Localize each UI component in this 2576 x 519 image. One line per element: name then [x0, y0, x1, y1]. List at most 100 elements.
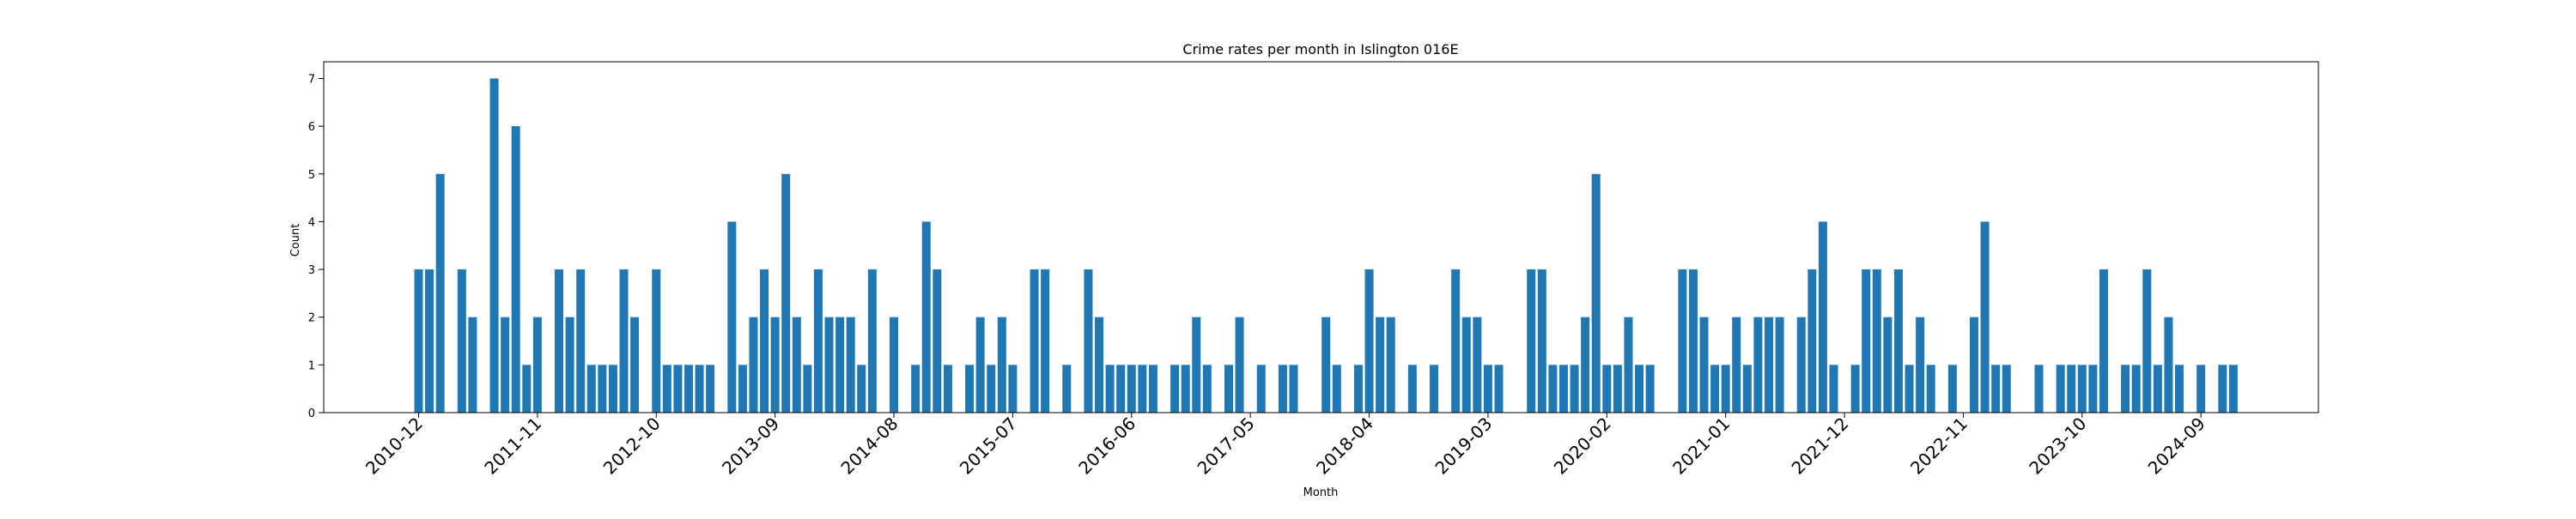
y-tick-label: 5 [308, 169, 315, 182]
bar [1202, 365, 1212, 413]
bar [414, 269, 423, 413]
bar [608, 365, 617, 413]
bar [425, 269, 434, 413]
bar [652, 269, 661, 413]
bar [1224, 365, 1233, 413]
x-tick-label: 2011-11 [480, 413, 545, 479]
x-tick-label: 2012-10 [599, 413, 665, 479]
bar [501, 317, 510, 413]
bar [1883, 317, 1893, 413]
bar [1570, 365, 1579, 413]
bar [1645, 365, 1655, 413]
bar [522, 365, 532, 413]
bar [2056, 365, 2065, 413]
bar [1613, 365, 1622, 413]
bar [1289, 365, 1298, 413]
bar [2164, 317, 2173, 413]
bar [1688, 269, 1698, 413]
bar [1321, 317, 1331, 413]
bar [1430, 365, 1439, 413]
bar [1494, 365, 1504, 413]
bar [997, 317, 1006, 413]
bar [835, 317, 845, 413]
bar [781, 173, 791, 413]
bars-group [414, 78, 2238, 413]
bar [846, 317, 855, 413]
bar [1970, 317, 1979, 413]
bar [1116, 365, 1126, 413]
bar [933, 269, 942, 413]
x-tick-label: 2010-12 [361, 413, 427, 479]
bar [489, 78, 499, 413]
bar [1105, 365, 1115, 413]
bar [1461, 317, 1471, 413]
x-tick-label: 2019-03 [1431, 413, 1496, 479]
bar [1753, 317, 1763, 413]
bar [1721, 365, 1730, 413]
bar [738, 365, 747, 413]
bar [1084, 269, 1093, 413]
x-tick-label: 2014-08 [836, 413, 902, 479]
bar [760, 269, 769, 413]
bar [1181, 365, 1190, 413]
bar [1893, 269, 1903, 413]
bar [1062, 365, 1072, 413]
bar [2088, 365, 2098, 413]
bar [435, 173, 445, 413]
bar [727, 221, 737, 413]
bar [1376, 317, 1385, 413]
bar [2175, 365, 2184, 413]
bar [684, 365, 693, 413]
y-tick-label: 7 [308, 73, 315, 86]
bar [975, 317, 985, 413]
bar [598, 365, 607, 413]
bar [1624, 317, 1633, 413]
bar [1678, 269, 1687, 413]
bar [911, 365, 920, 413]
bar [987, 365, 996, 413]
bar [1030, 269, 1039, 413]
bar [2099, 269, 2108, 413]
bar [1591, 173, 1601, 413]
bar [1170, 365, 1180, 413]
bar [1451, 269, 1461, 413]
bar [1710, 365, 1720, 413]
y-tick-label: 2 [308, 312, 315, 325]
bar [1527, 269, 1536, 413]
x-tick-label: 2015-07 [956, 413, 1021, 479]
y-tick-label: 6 [308, 121, 315, 134]
bar [706, 365, 715, 413]
x-axis-ticks: 2010-12 2011-11 2012-10 2013-09 2014-08 2015-… [361, 413, 2209, 479]
bar [2002, 365, 2011, 413]
bar [1148, 365, 1157, 413]
bar [1192, 317, 1201, 413]
bar [770, 317, 780, 413]
bar [2067, 365, 2076, 413]
bar [1127, 365, 1136, 413]
x-tick-label: 2021-01 [1668, 413, 1734, 479]
bar [662, 365, 671, 413]
bar [1947, 365, 1957, 413]
y-tick-label: 1 [308, 359, 315, 372]
x-tick-label: 2013-09 [718, 413, 783, 479]
y-tick-label: 4 [308, 216, 315, 229]
y-tick-label: 0 [308, 407, 315, 420]
bar [749, 317, 758, 413]
bar [1980, 221, 1990, 413]
chart-title: Crime rates per month in Islington 016E [1182, 41, 1458, 57]
bar [792, 317, 801, 413]
bar [1991, 365, 2001, 413]
bar [1862, 269, 1871, 413]
bar [824, 317, 834, 413]
x-tick-label: 2022-11 [1906, 413, 1971, 479]
bar [1537, 269, 1546, 413]
bar [1829, 365, 1838, 413]
bar [1581, 317, 1590, 413]
x-tick-label: 2018-04 [1312, 413, 1377, 479]
bar [565, 317, 574, 413]
y-axis-ticks: 0 1 2 3 4 5 6 7 [308, 73, 324, 420]
bar [630, 317, 640, 413]
bar [813, 269, 823, 413]
